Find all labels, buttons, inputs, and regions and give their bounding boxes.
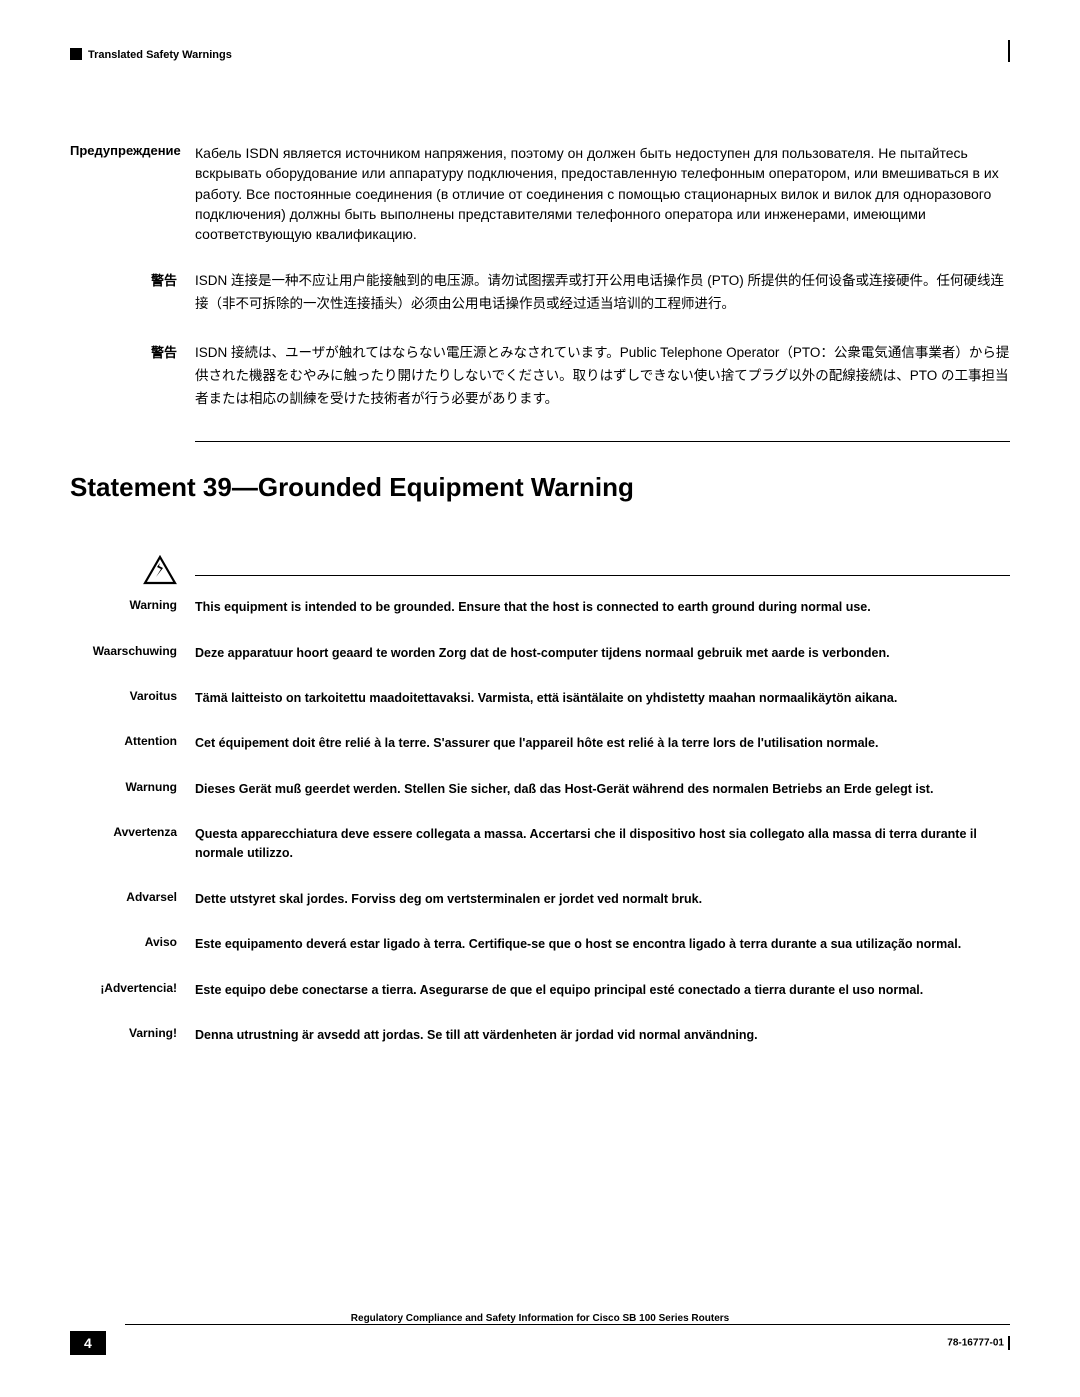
- section-divider: [195, 441, 1010, 442]
- warning-text: Questa apparecchiatura deve essere colle…: [195, 825, 1010, 864]
- warning-text: This equipment is intended to be grounde…: [195, 598, 1010, 617]
- warning-rule: [195, 575, 1010, 590]
- warning-text: Este equipamento deverá estar ligado à t…: [195, 935, 1010, 954]
- warning-row: WaarschuwingDeze apparatuur hoort geaard…: [70, 644, 1010, 663]
- warning-text: Кабель ISDN является источником напряжен…: [195, 143, 1010, 244]
- warning-label: Предупреждение: [70, 143, 195, 158]
- statement-heading: Statement 39—Grounded Equipment Warning: [70, 472, 1010, 503]
- warning-text: Cet équipement doit être relié à la terr…: [195, 734, 1010, 753]
- warning-row: AttentionCet équipement doit être relié …: [70, 734, 1010, 753]
- warning-row: 警告ISDN 接続は、ユーザが触れてはならない電圧源とみなされています。Publ…: [70, 342, 1010, 411]
- doc-number: 78-16777-01: [947, 1336, 1010, 1350]
- warning-triangle-icon: [143, 555, 177, 590]
- warning-label: Warnung: [70, 780, 195, 794]
- header-section-title: Translated Safety Warnings: [88, 49, 232, 61]
- warning-text: Denna utrustning är avsedd att jordas. S…: [195, 1026, 1010, 1045]
- warning-label: Warning: [70, 598, 195, 612]
- warning-row: WarningThis equipment is intended to be …: [70, 598, 1010, 617]
- warning-row: ¡Advertencia!Este equipo debe conectarse…: [70, 981, 1010, 1000]
- warning-row: AvisoEste equipamento deverá estar ligad…: [70, 935, 1010, 954]
- warning-text: Este equipo debe conectarse a tierra. As…: [195, 981, 1010, 1000]
- warning-label: Avvertenza: [70, 825, 195, 839]
- footer-doc-title: Regulatory Compliance and Safety Informa…: [70, 1313, 1010, 1324]
- warning-label: Aviso: [70, 935, 195, 949]
- warning-label: 警告: [70, 270, 195, 289]
- warning-icon-cell: [70, 551, 195, 590]
- warning-text: ISDN 连接是一种不应让用户能接触到的电压源。请勿试图摆弄或打开公用电话操作员…: [195, 270, 1010, 316]
- page-footer: Regulatory Compliance and Safety Informa…: [70, 1335, 1010, 1355]
- content-area: ПредупреждениеКабель ISDN является источ…: [70, 48, 1010, 1045]
- warning-row: VaroitusTämä laitteisto on tarkoitettu m…: [70, 689, 1010, 708]
- page-number: 4: [70, 1331, 106, 1355]
- section-grounded-warnings: WarningThis equipment is intended to be …: [70, 598, 1010, 1045]
- warning-text: Dette utstyret skal jordes. Forviss deg …: [195, 890, 1010, 909]
- warning-label: Attention: [70, 734, 195, 748]
- warning-row: Varning!Denna utrustning är avsedd att j…: [70, 1026, 1010, 1045]
- warning-label: Varning!: [70, 1026, 195, 1040]
- warning-row: AvvertenzaQuesta apparecchiatura deve es…: [70, 825, 1010, 864]
- warning-label: Waarschuwing: [70, 644, 195, 658]
- warning-label: Varoitus: [70, 689, 195, 703]
- warning-row: ПредупреждениеКабель ISDN является источ…: [70, 143, 1010, 244]
- warning-row: AdvarselDette utstyret skal jordes. Forv…: [70, 890, 1010, 909]
- warning-label: Advarsel: [70, 890, 195, 904]
- doc-number-text: 78-16777-01: [947, 1338, 1004, 1349]
- header-marker: [70, 48, 82, 60]
- footer-rule: [125, 1324, 1010, 1325]
- warning-text: Dieses Gerät muß geerdet werden. Stellen…: [195, 780, 1010, 799]
- footer-line: 4 78-16777-01: [70, 1331, 1010, 1355]
- warning-icon-row: [70, 551, 1010, 590]
- warning-text: Tämä laitteisto on tarkoitettu maadoitet…: [195, 689, 1010, 708]
- header-rule: [1008, 40, 1010, 62]
- warning-text: ISDN 接続は、ユーザが触れてはならない電圧源とみなされています。Public…: [195, 342, 1010, 411]
- footer-bar-icon: [1008, 1336, 1010, 1350]
- warning-row: WarnungDieses Gerät muß geerdet werden. …: [70, 780, 1010, 799]
- warning-text: Deze apparatuur hoort geaard te worden Z…: [195, 644, 1010, 663]
- section-translated-warnings: ПредупреждениеКабель ISDN является источ…: [70, 143, 1010, 411]
- page-container: Translated Safety Warnings Предупреждени…: [0, 0, 1080, 1397]
- warning-row: 警告ISDN 连接是一种不应让用户能接触到的电压源。请勿试图摆弄或打开公用电话操…: [70, 270, 1010, 316]
- warning-label: 警告: [70, 342, 195, 361]
- warning-label: ¡Advertencia!: [70, 981, 195, 995]
